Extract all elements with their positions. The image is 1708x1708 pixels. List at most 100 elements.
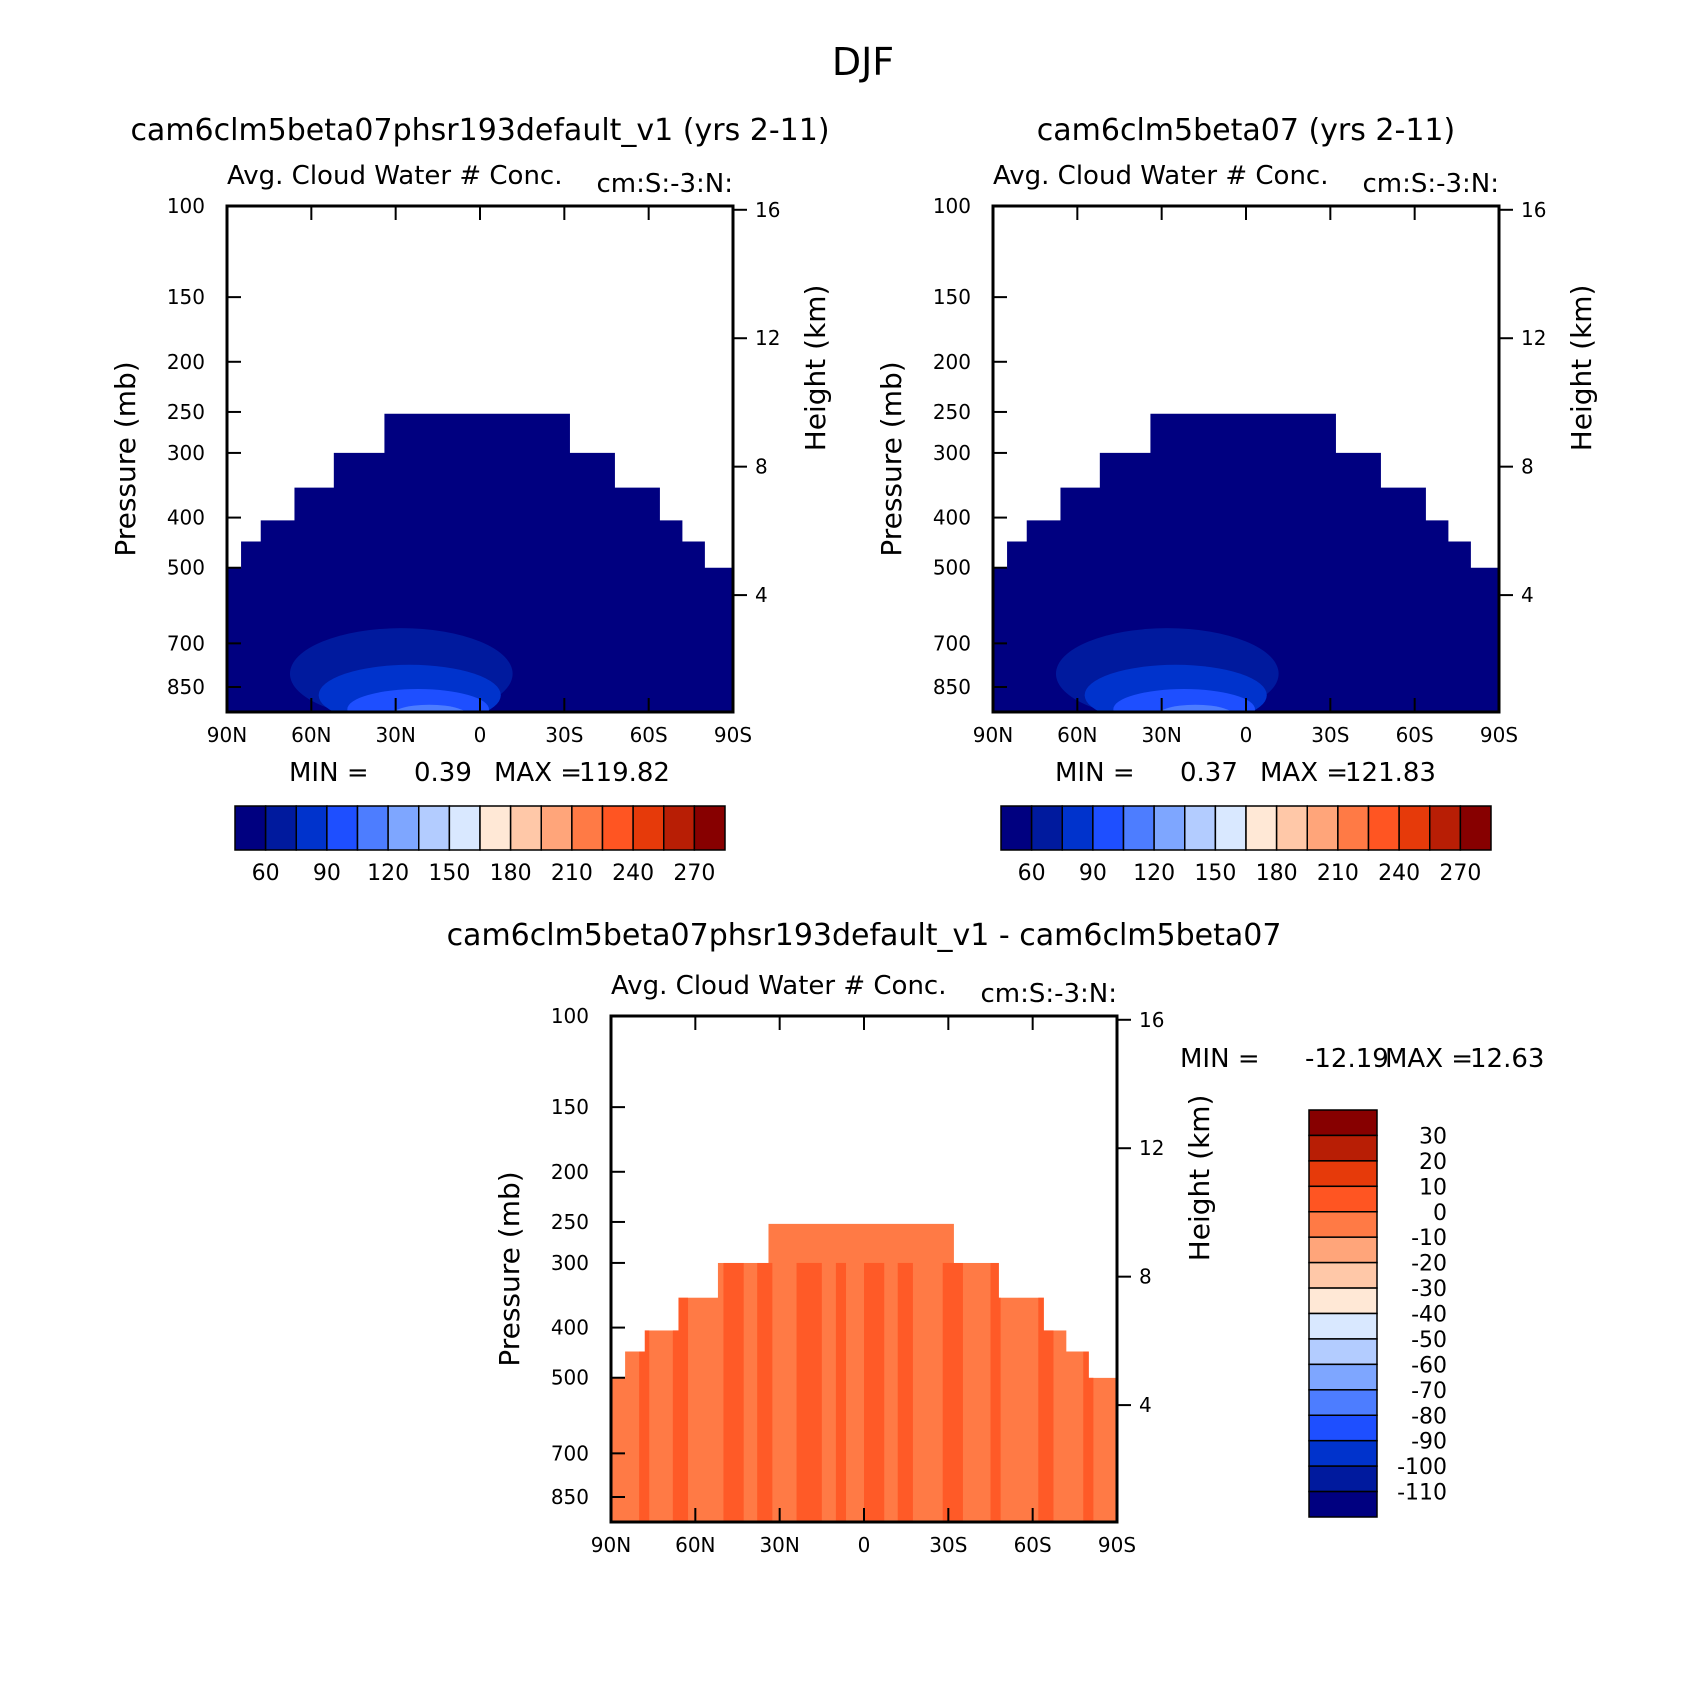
y-axis-label: Pressure (mb) — [109, 361, 142, 556]
panel-subtitle: Avg. Cloud Water # Conc. — [611, 971, 947, 1001]
y-tick-label: 300 — [167, 441, 205, 465]
y-tick-label: 850 — [933, 675, 971, 699]
y-right-tick-label: 8 — [1521, 455, 1534, 479]
colorbar-swatch — [1000, 805, 1033, 851]
x-tick-label: 30N — [375, 723, 415, 747]
panel-title: cam6clm5beta07phsr193default_v1 - cam6cl… — [447, 918, 1282, 953]
colorbar-label: 210 — [551, 861, 593, 886]
y-right-tick-label: 8 — [1139, 1265, 1152, 1289]
x-tick-label: 0 — [474, 723, 487, 747]
colorbar-swatch — [509, 805, 542, 851]
panel-model-a: cam6clm5beta07phsr193default_v1 (yrs 2-1… — [109, 113, 832, 886]
colorbar-swatch — [1337, 805, 1370, 851]
colorbar-swatch — [1308, 1465, 1378, 1493]
y-tick-label: 850 — [167, 675, 205, 699]
panel-units: cm:S:-3:N: — [1362, 169, 1499, 199]
colorbar-label: -60 — [1411, 1353, 1447, 1378]
colorbar-label: 180 — [1256, 861, 1298, 886]
x-tick-label: 60S — [630, 723, 668, 747]
colorbar-swatch — [1308, 1211, 1378, 1238]
colorbar-label: 30 — [1419, 1124, 1447, 1149]
contour-streak-2 — [723, 1262, 744, 1522]
y-tick-label: 200 — [933, 350, 971, 374]
y-axis-label: Pressure (mb) — [875, 361, 908, 556]
y-tick-label: 250 — [551, 1210, 589, 1234]
colorbar-swatch — [571, 805, 604, 851]
x-tick-label: 90N — [973, 723, 1013, 747]
y-tick-label: 150 — [551, 1095, 589, 1119]
x-tick-label: 30S — [929, 1533, 967, 1557]
y-right-tick-label: 4 — [1139, 1393, 1152, 1417]
panel-units: cm:S:-3:N: — [980, 979, 1117, 1009]
colorbar-label: 120 — [367, 861, 409, 886]
colorbar-label: 240 — [1378, 861, 1420, 886]
colorbar-swatch — [479, 805, 512, 851]
colorbar-label: 180 — [490, 861, 532, 886]
y-right-tick-label: 8 — [755, 455, 768, 479]
y-tick-label: 100 — [551, 1004, 589, 1028]
colorbar-swatch — [1367, 805, 1400, 851]
x-tick-label: 30S — [1311, 723, 1349, 747]
x-tick-label: 90S — [714, 723, 752, 747]
colorbar-swatch — [1308, 1338, 1378, 1366]
colorbar-swatch — [1308, 1160, 1378, 1188]
colorbar-label: 10 — [1419, 1175, 1447, 1200]
panel-title: cam6clm5beta07 (yrs 2-11) — [1037, 113, 1455, 148]
colorbar-swatch — [1308, 1261, 1378, 1289]
max-label: MAX = — [1385, 1044, 1473, 1074]
y-tick-label: 500 — [167, 556, 205, 580]
min-value: -12.19 — [1305, 1044, 1389, 1074]
contour-mask — [611, 1016, 1117, 1378]
max-value: 121.83 — [1345, 758, 1436, 788]
contour-streak-9 — [990, 1262, 1001, 1522]
colorbar-swatch — [632, 805, 665, 851]
y-tick-label: 300 — [551, 1251, 589, 1275]
colorbar-swatch — [1308, 1389, 1378, 1416]
colorbar-swatch — [1306, 805, 1339, 851]
colorbar-label: -80 — [1411, 1404, 1447, 1429]
colorbar-swatch — [1308, 1109, 1378, 1137]
x-tick-label: 30N — [759, 1533, 799, 1557]
colorbar-swatch — [1275, 805, 1308, 851]
colorbar-label: -20 — [1411, 1252, 1447, 1277]
min-label: MIN = — [1180, 1044, 1260, 1074]
y-right-tick-label: 16 — [755, 198, 780, 222]
contour-blob-3 — [392, 704, 467, 712]
colorbar-label: -50 — [1411, 1328, 1447, 1353]
contour-streak-7 — [897, 1262, 913, 1522]
y-tick-label: 850 — [551, 1485, 589, 1509]
contour-blob-3 — [1158, 704, 1233, 712]
y-right-tick-label: 12 — [1521, 326, 1546, 350]
max-label: MAX = — [494, 758, 582, 788]
contour-field — [227, 413, 733, 712]
x-tick-label: 60S — [1014, 1533, 1052, 1557]
colorbar-label: 20 — [1419, 1150, 1447, 1175]
y-right-tick-label: 4 — [1521, 583, 1534, 607]
y-tick-label: 100 — [167, 194, 205, 218]
x-tick-label: 60S — [1396, 723, 1434, 747]
y-tick-label: 150 — [933, 285, 971, 309]
x-tick-label: 60N — [675, 1533, 715, 1557]
contour-field — [993, 413, 1499, 712]
x-tick-label: 90S — [1098, 1533, 1136, 1557]
colorbar-label: 150 — [1194, 861, 1236, 886]
y-right-axis-label: Height (km) — [799, 285, 832, 452]
y-right-axis-label: Height (km) — [1183, 1095, 1216, 1262]
y-tick-label: 500 — [551, 1366, 589, 1390]
colorbar-swatch — [601, 805, 634, 851]
y-tick-label: 200 — [551, 1160, 589, 1184]
min-value: 0.37 — [1180, 758, 1238, 788]
min-value: 0.39 — [414, 758, 472, 788]
y-tick-label: 700 — [551, 1441, 589, 1465]
colorbar-label: 240 — [612, 861, 654, 886]
contour-streak-0 — [639, 1262, 650, 1522]
colorbar-label: 90 — [313, 861, 341, 886]
colorbar-swatch — [234, 805, 267, 851]
y-tick-label: 400 — [933, 506, 971, 530]
colorbar-label: -100 — [1397, 1455, 1447, 1480]
contour-blob-2 — [1113, 689, 1255, 712]
colorbar-label: 270 — [1439, 861, 1481, 886]
min-label: MIN = — [289, 758, 369, 788]
x-tick-label: 0 — [858, 1533, 871, 1557]
